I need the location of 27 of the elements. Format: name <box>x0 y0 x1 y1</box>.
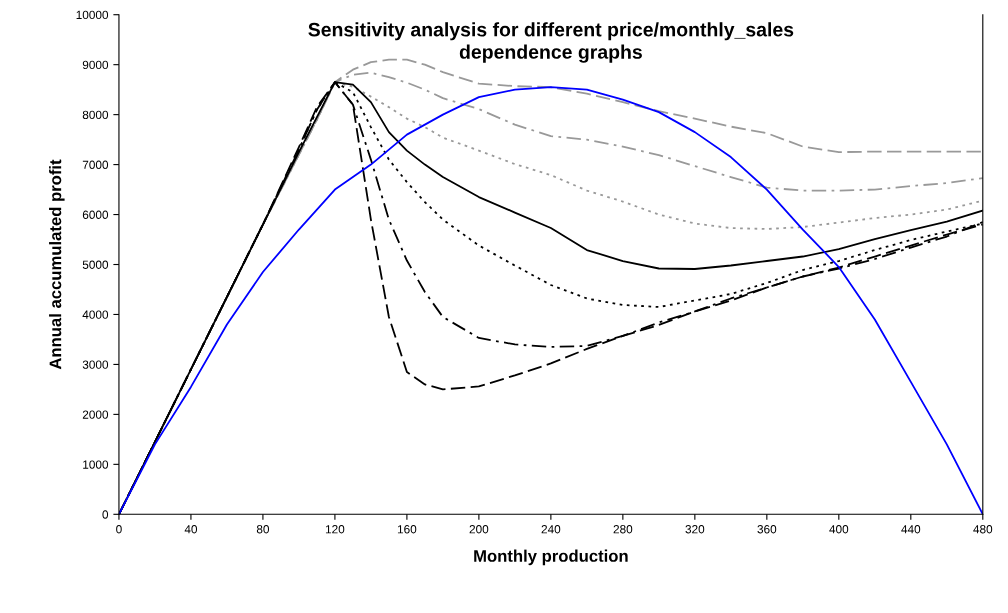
x-tick-label: 400 <box>829 525 849 534</box>
x-tick-label: 80 <box>256 525 270 534</box>
x-tick-label: 360 <box>757 525 777 534</box>
y-tick-label: 10000 <box>76 10 109 20</box>
x-tick-label: 160 <box>397 525 417 534</box>
x-tick-label: 240 <box>541 525 561 534</box>
x-tick-label: 320 <box>685 525 705 534</box>
y-tick-label: 9000 <box>82 60 109 70</box>
x-tick-label: 120 <box>325 525 345 534</box>
y-tick-label: 6000 <box>82 210 109 219</box>
x-tick-label: 0 <box>116 525 122 534</box>
x-tick-label: 200 <box>469 525 489 534</box>
y-tick-label: 0 <box>102 510 109 519</box>
y-tick-label: 2000 <box>82 410 109 419</box>
y-axis-title: Annual accumulated profit <box>49 159 65 370</box>
x-tick-label: 480 <box>973 525 993 534</box>
x-tick-label: 440 <box>901 525 921 534</box>
y-tick-label: 8000 <box>82 110 109 120</box>
text: Sensitivity analysis for different price/monthly_sales dependence graphs <box>308 22 794 63</box>
y-tick-label: 5000 <box>82 260 109 269</box>
x-tick-label: 280 <box>613 525 633 534</box>
y-tick-label: 4000 <box>82 310 109 319</box>
y-tick-label: 3000 <box>82 360 109 369</box>
x-axis-title: Monthly production <box>474 549 628 566</box>
y-tick-label: 7000 <box>82 160 109 169</box>
x-tick-label: 40 <box>184 525 198 534</box>
y-tick-label: 1000 <box>83 460 109 469</box>
